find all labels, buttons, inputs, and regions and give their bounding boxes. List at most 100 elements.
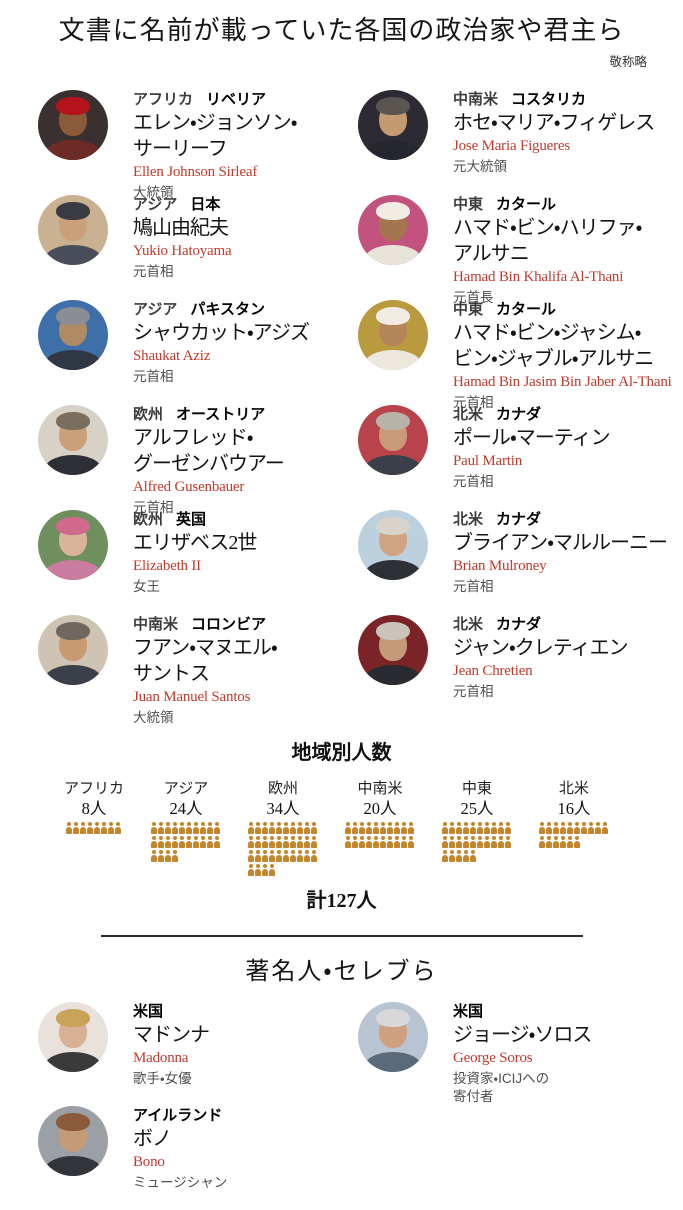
person-title: 投資家・ICIJへの 寄付者 [453,1071,550,1104]
person-name-japanese: シャウカット・アジズ [133,322,310,344]
person-title: 元首長 [453,290,494,305]
person-name-japanese: マドンナ [133,1024,210,1046]
person-info: 米国 マドンナ Madonna 歌手・女優 [133,1002,210,1088]
person-name-roman: Paul Martin [453,453,523,469]
section-divider [100,935,583,937]
person-icon [200,822,206,834]
person-icon [310,836,317,848]
person-icon [275,836,282,848]
person-card: 中南米 コスタリカ ホセ・マリア・フィゲレス Jose Maria Figueres 元… [358,90,683,195]
chart-category-label: アジア [163,780,209,797]
person-icon [247,822,254,834]
person-card: 北米 カナダ ジャン・クレティエン Jean Chretien 元首相 [358,615,683,720]
person-icon [393,822,400,834]
region-label: アフリカ [133,91,194,108]
avatar [358,195,428,265]
person-icon [268,836,275,848]
person-silhouette-body [365,350,421,370]
person-name-japanese: ボノ [133,1128,172,1150]
person-icon [400,836,407,848]
person-silhouette-body [365,455,421,475]
avatar [38,300,108,370]
person-meta: 北米 カナダ [453,616,628,634]
person-icon [365,836,372,848]
total-count: 計127人 [306,890,377,912]
chart-category-label: 中南米 [357,780,403,797]
person-icon [275,822,282,834]
pictogram-rows [344,822,415,850]
pictogram-row [151,850,221,864]
person-icon [165,836,171,848]
person-name-roman: Hamad Bin Jasim Bin Jaber Al-Thani [453,374,672,390]
person-silhouette-body [45,350,101,370]
person-info: 中南米 コスタリカ ホセ・マリア・フィゲレス Jose Maria Figueres 元… [453,90,655,176]
person-name-japanese: ジャン・クレティエン [453,637,629,659]
person-info: 米国 ジョージ・ソロス George Soros 投資家・ICIJへの 寄付者 [453,1002,592,1106]
country-label: カタール [496,196,557,213]
person-name-japanese: フアン・マヌエル・ サントス [133,637,278,685]
person-name-roman: Madonna [133,1050,189,1066]
person-icon [296,850,303,862]
person-icon [386,836,393,848]
chart-count-label: 16人 [557,799,591,818]
infographic-title: 文書に名前が載っていた各国の政治家や君主ら [58,16,625,45]
chart-column: アフリカ 8人 [64,779,124,878]
person-silhouette-body [45,455,101,475]
pictogram-row [247,850,318,864]
person-icon [296,836,303,848]
chart-count-label: 20人 [363,799,397,818]
person-title: 元首相 [133,369,174,384]
person-icon [559,836,566,848]
person-icon [282,850,289,862]
country-label: リベリア [206,91,267,108]
person-name-japanese: ホセ・マリア・フィゲレス [453,112,655,134]
person-icon [254,822,261,834]
person-icon [87,822,93,834]
person-info: 中東 カタール ハマド・ビン・ハリファ・ アルサニ Hamad Bin Khalifa … [453,195,642,307]
person-card: 中南米 コロンビア フアン・マヌエル・ サントス Juan Manuel Santos 大… [38,615,358,725]
person-silhouette-hair [376,1009,410,1027]
person-title: 女王 [133,579,160,594]
person-icon [476,836,483,848]
person-icon [80,822,86,834]
person-icon [504,822,511,834]
person-icon [94,822,100,834]
person-icon [158,836,164,848]
person-silhouette-hair [376,412,410,430]
person-icon [372,822,379,834]
chart-count-label: 8人 [81,799,107,818]
person-silhouette-body [45,1156,101,1176]
person-icon [282,836,289,848]
person-icon [462,822,469,834]
country-label: カナダ [496,406,542,423]
person-meta: アイルランド [133,1107,227,1125]
person-icon [379,836,386,848]
person-icon [545,836,552,848]
regional-chart: アフリカ 8人 アジア 24人 欧州 34人 中南米 20人 中東 25人 北米 16人 [0,779,683,878]
person-name-japanese: ハマド・ビン・ジャシム・ ビン・ジャブル・アルサニ [453,322,654,370]
person-name-roman: Jean Chretien [453,663,533,679]
person-icon [441,822,448,834]
person-icon [73,822,79,834]
person-icon [200,836,206,848]
avatar [38,615,108,685]
chart-category-label: 中東 [461,780,492,797]
person-info: 欧州 英国 エリザベス2世 Elizabeth II 女王 [133,510,257,596]
person-card: 中東 カタール ハマド・ビン・ジャシム・ ビン・ジャブル・アルサニ Hamad Bin … [358,300,683,410]
person-name-roman: Hamad Bin Khalifa Al-Thani [453,269,624,285]
person-icon [165,822,171,834]
chart-title: 地域別人数 [291,742,392,764]
person-icon [545,822,552,834]
person-silhouette-body [45,665,101,685]
region-label: 中東 [453,196,484,213]
country-label: 米国 [453,1003,484,1020]
person-card: 北米 カナダ ポール・マーティン Paul Martin 元首相 [358,405,683,510]
region-label: 北米 [453,511,484,528]
person-meta: 北米 カナダ [453,511,667,529]
pictogram-row [247,822,318,836]
region-label: 中南米 [453,91,499,108]
pictogram-row [538,822,609,836]
person-icon [158,850,164,862]
person-meta: 欧州 オーストリア [133,406,284,424]
person-icon [261,822,268,834]
